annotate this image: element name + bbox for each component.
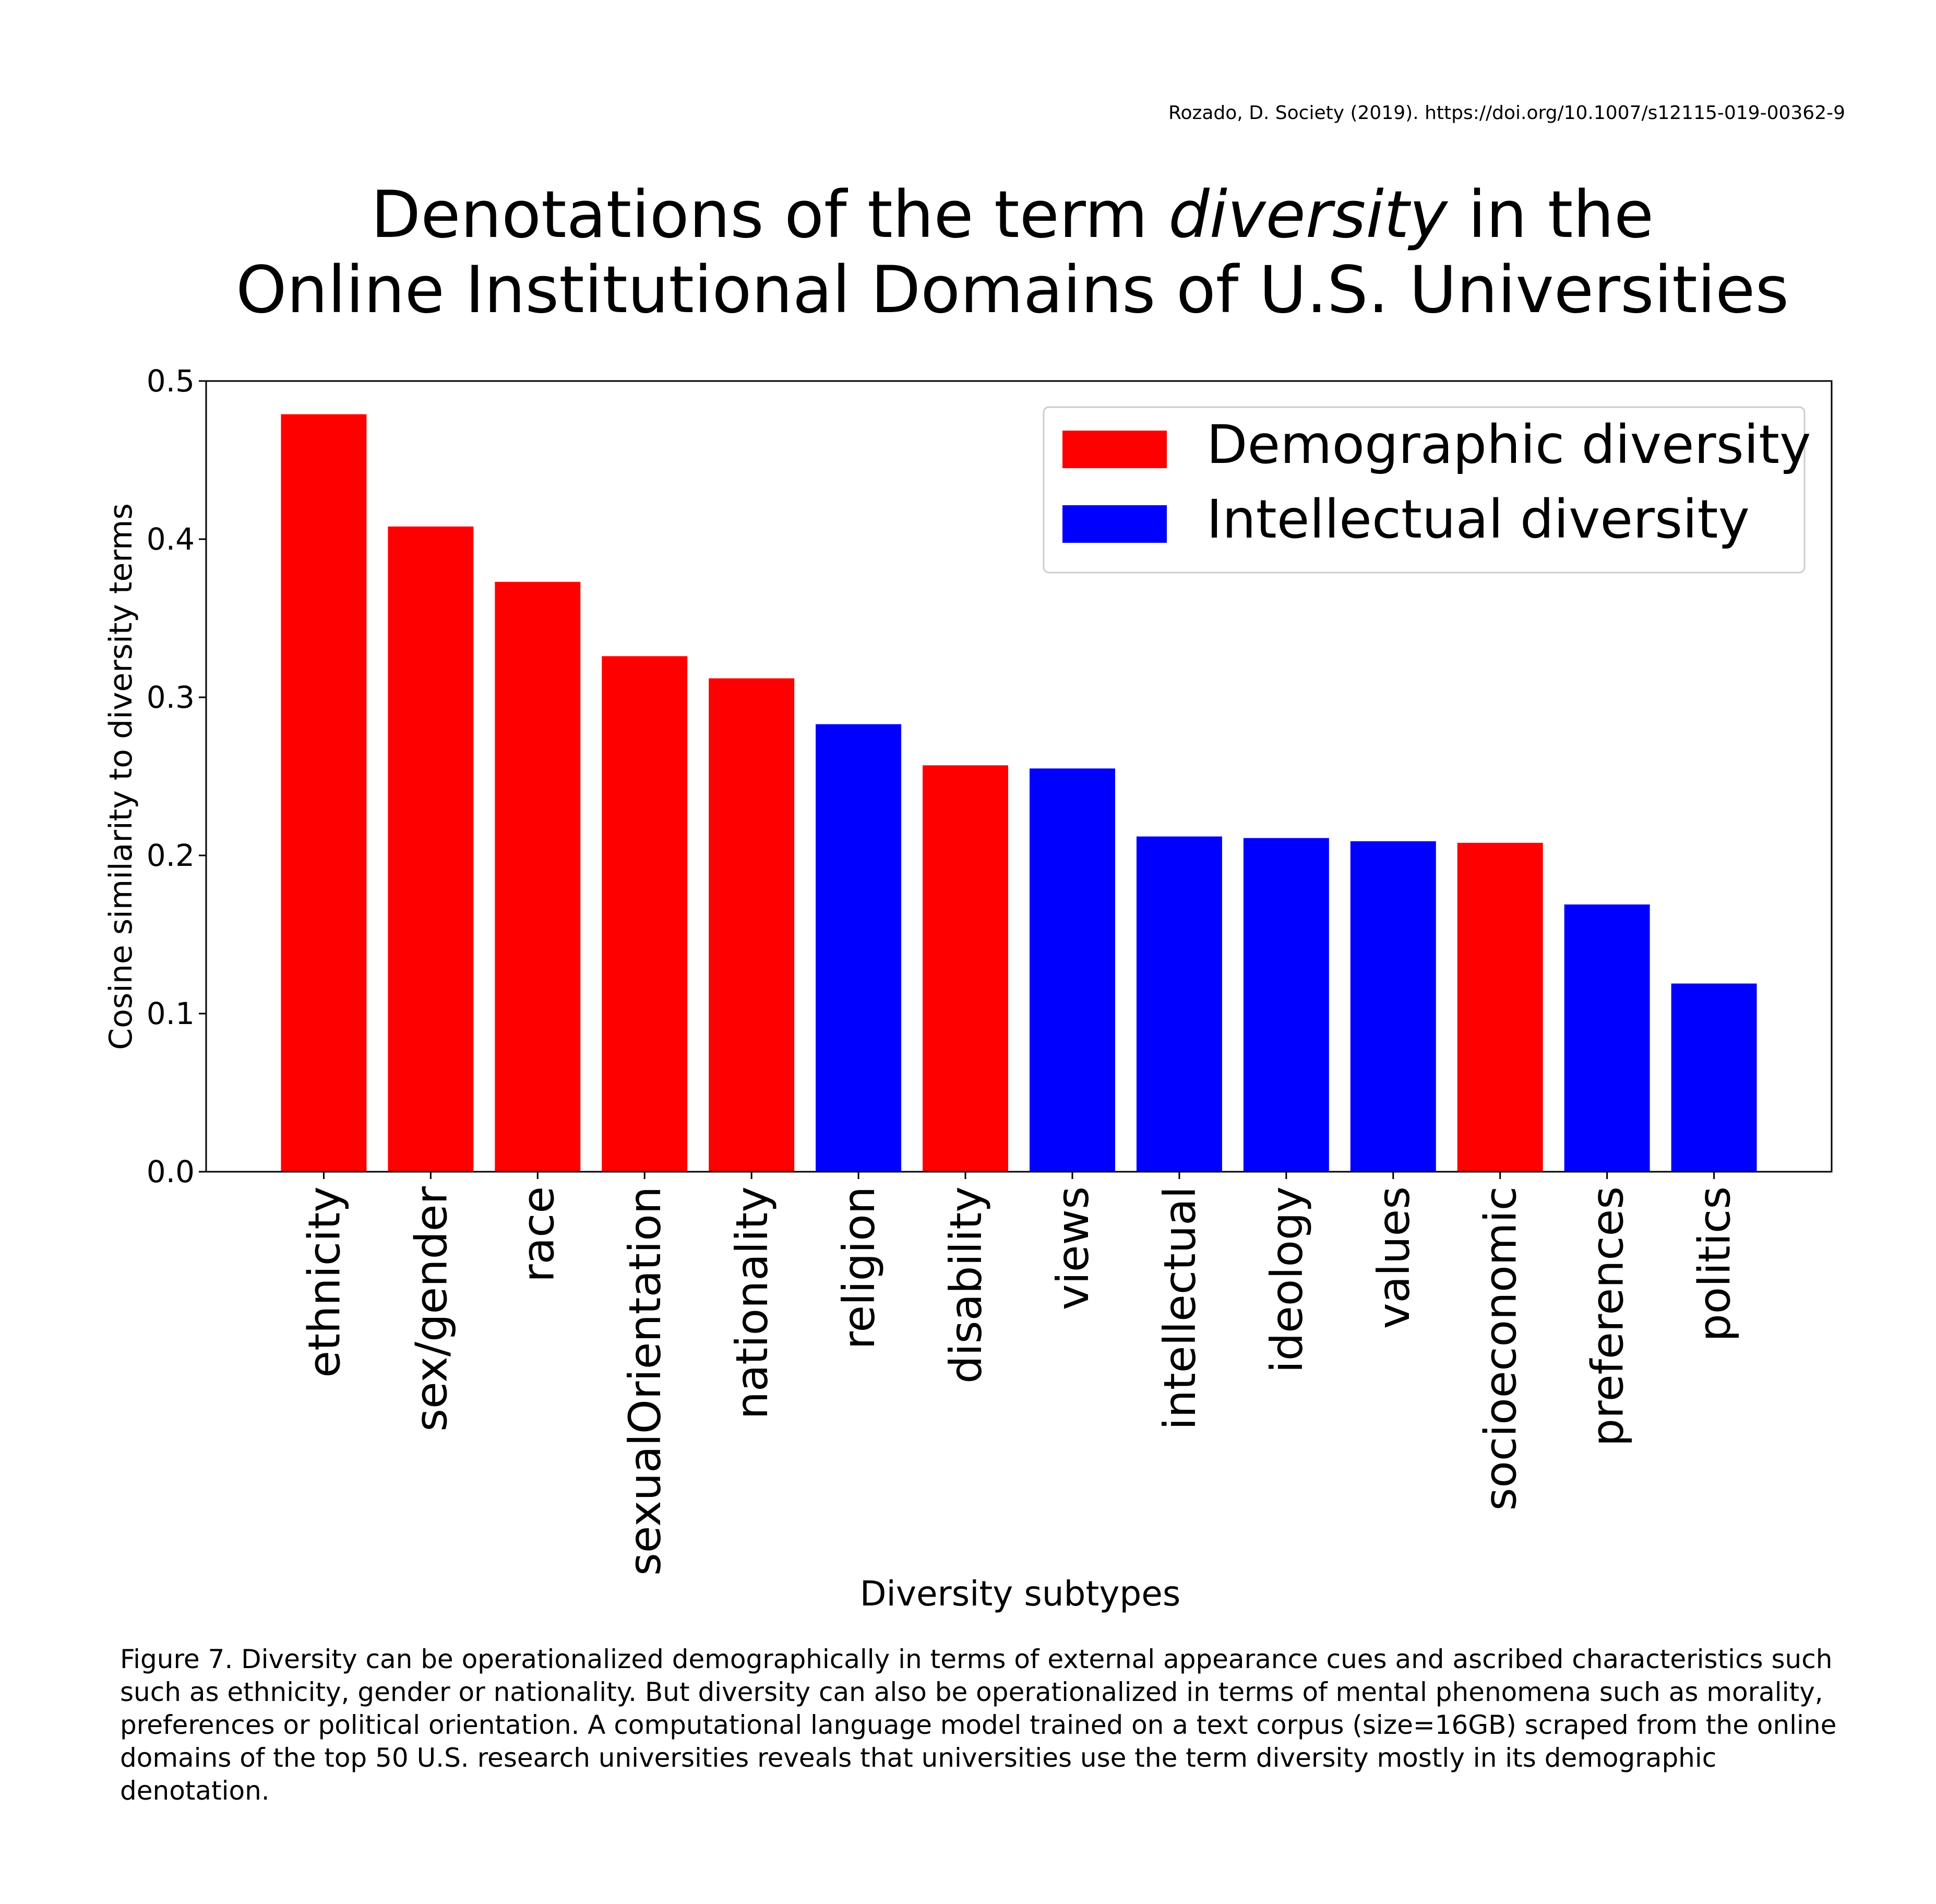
y-tick-label: 0.2	[147, 838, 195, 873]
y-tick-label: 0.0	[147, 1154, 195, 1189]
y-tick-label: 0.1	[147, 996, 195, 1031]
citation: Rozado, D. Society (2019). https://doi.o…	[1168, 102, 1845, 124]
bar-socioeconomic	[1457, 842, 1543, 1172]
bar-disability	[923, 765, 1009, 1172]
chart-title: Denotations of the term diversity in the…	[0, 177, 1936, 328]
title-line2: Online Institutional Domains of U.S. Uni…	[235, 253, 1789, 328]
legend-swatch-intellectual	[1062, 505, 1167, 543]
y-tick-label: 0.3	[147, 680, 195, 715]
x-tick-label: politics	[1689, 1186, 1740, 1342]
bar-nationality	[709, 678, 795, 1172]
legend-swatch-demographic	[1062, 431, 1167, 468]
x-tick-label: nationality	[726, 1186, 778, 1419]
x-tick-label: ethnicity	[298, 1186, 350, 1378]
figure-caption: Figure 7. Diversity can be operationaliz…	[120, 1644, 1837, 1806]
legend-label-demographic: Demographic diversity	[1206, 414, 1811, 476]
legend-label-intellectual: Intellectual diversity	[1206, 489, 1750, 551]
title-line1-post: in the	[1447, 177, 1654, 253]
y-tick-label: 0.5	[147, 363, 195, 399]
x-tick-label: disability	[940, 1186, 991, 1384]
bar-politics	[1671, 983, 1757, 1172]
bar-ethnicity	[281, 414, 367, 1172]
bar-preferences	[1564, 904, 1650, 1172]
x-tick-label: sex/gender	[405, 1186, 457, 1432]
y-axis-label: Cosine similarity to diversity terms	[103, 503, 139, 1050]
x-tick-label: views	[1047, 1186, 1098, 1310]
bar-race	[495, 581, 581, 1172]
legend: Demographic diversity Intellectual diver…	[1043, 406, 1811, 574]
bar-intellectual	[1136, 836, 1222, 1172]
x-tick-label: values	[1368, 1186, 1419, 1329]
bar-values	[1350, 841, 1436, 1172]
title-line1-emphasis: diversity	[1168, 177, 1448, 253]
x-tick-label: preferences	[1582, 1186, 1633, 1446]
x-tick-label: race	[512, 1186, 564, 1282]
x-tick-label: socioeconomic	[1475, 1186, 1526, 1510]
x-axis-label: Diversity subtypes	[860, 1574, 1181, 1614]
x-tick-label: intellectual	[1154, 1186, 1205, 1430]
bar-sex-gender	[388, 526, 474, 1172]
plot-frame	[205, 380, 1833, 1173]
legend-frame	[1043, 406, 1806, 574]
bar-religion	[816, 724, 902, 1172]
x-tick-label: ideology	[1261, 1186, 1312, 1373]
title-line1-pre: Denotations of the term	[371, 177, 1168, 253]
y-tick-label: 0.4	[147, 521, 195, 557]
bar-sexualorientation	[602, 656, 688, 1172]
x-tick-label: sexualOrientation	[619, 1186, 671, 1576]
x-tick-label: religion	[833, 1186, 885, 1349]
bar-views	[1029, 768, 1115, 1172]
bar-ideology	[1243, 838, 1329, 1172]
